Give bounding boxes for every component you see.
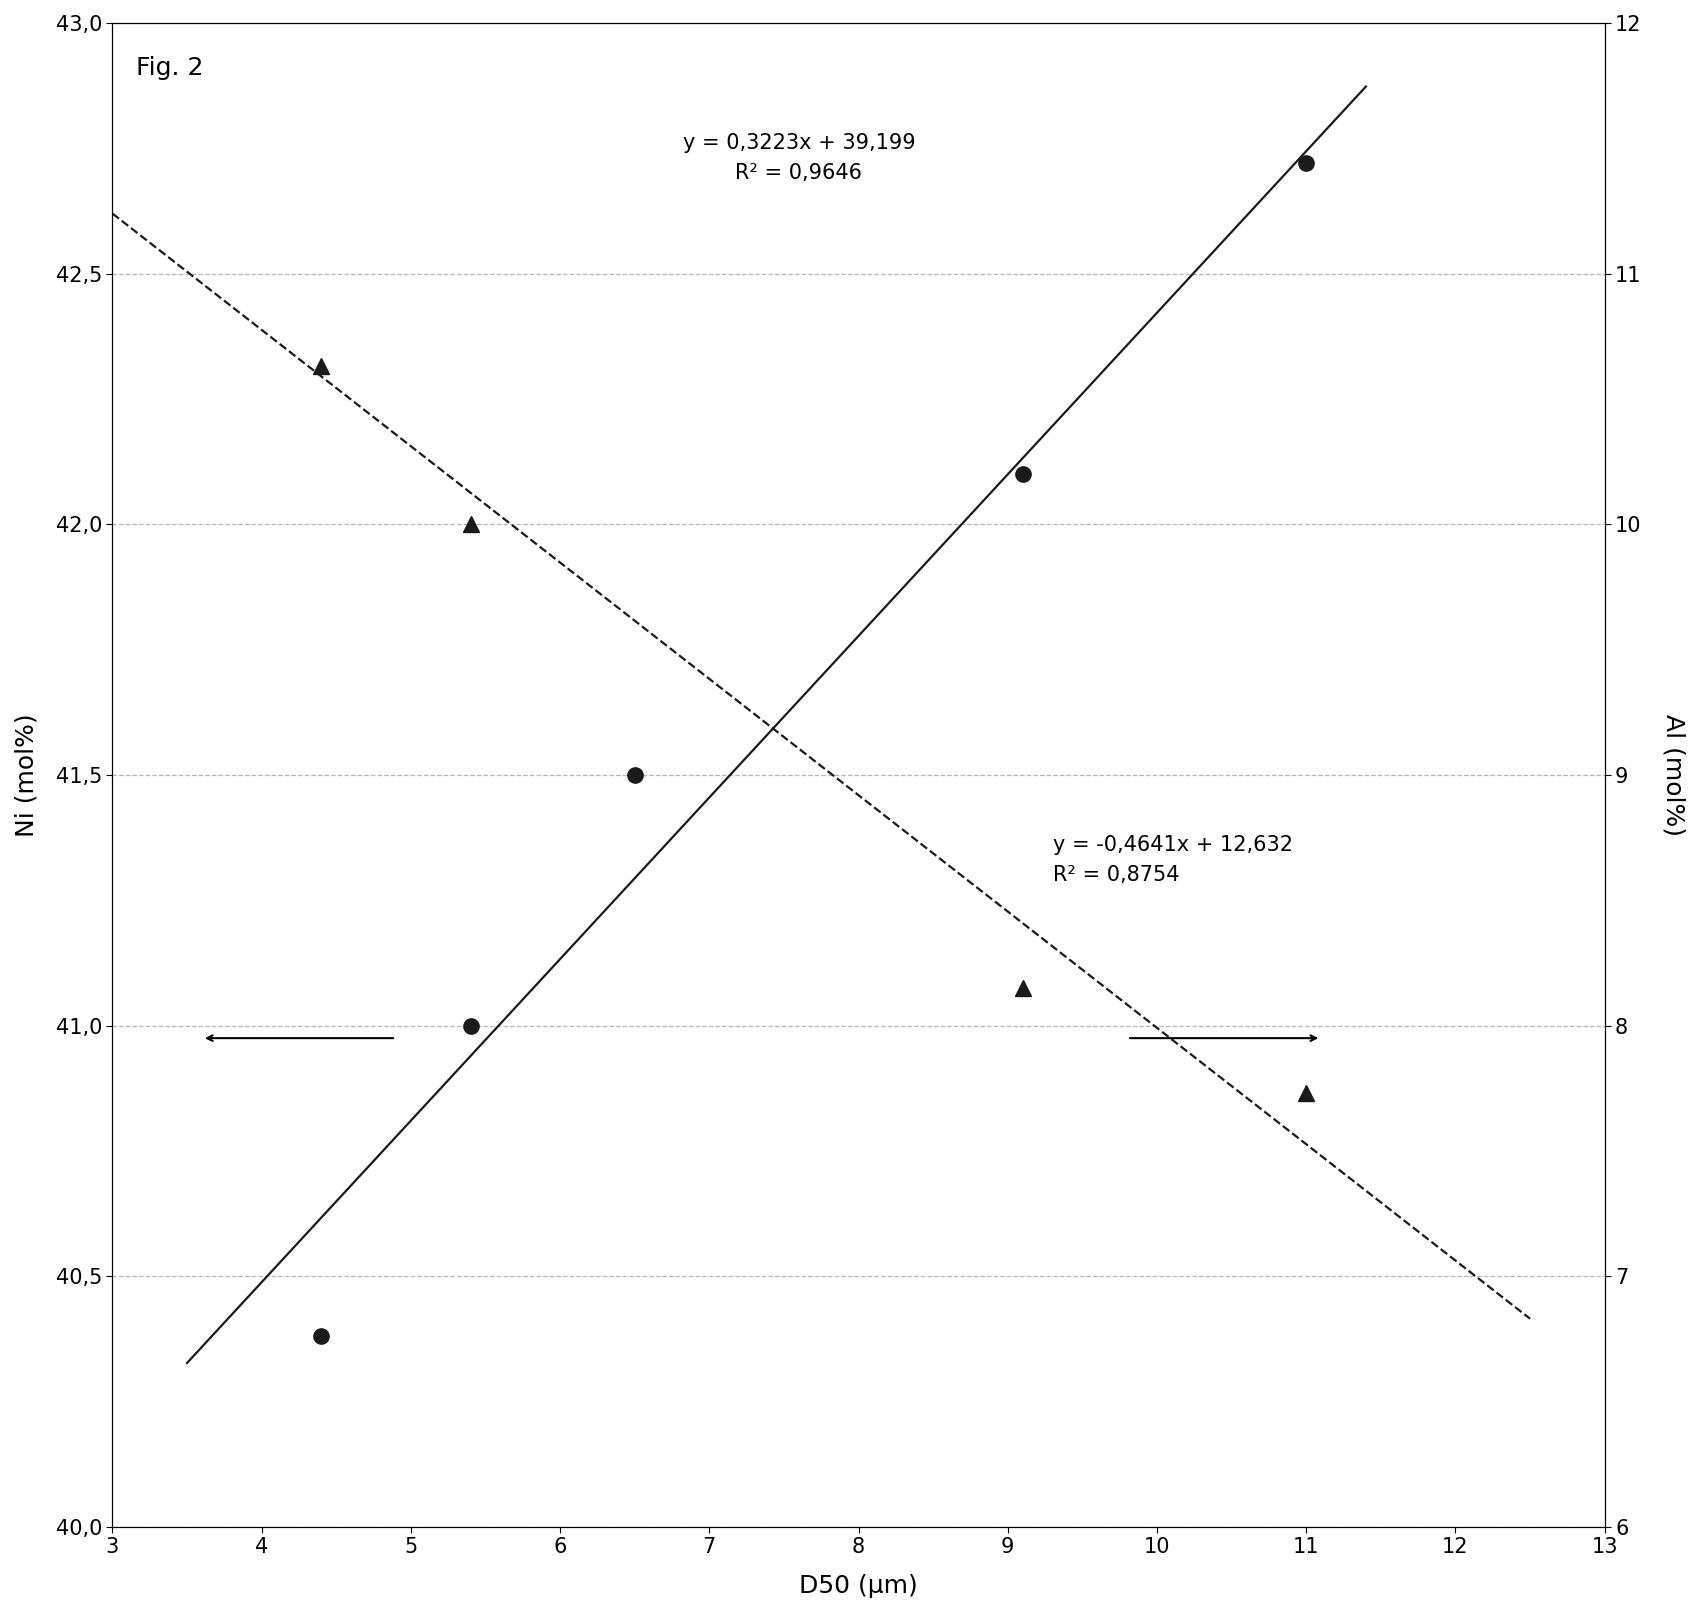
Y-axis label: Al (mol%): Al (mol%) [1661, 715, 1685, 836]
Text: Fig. 2: Fig. 2 [136, 56, 204, 81]
X-axis label: D50 (μm): D50 (μm) [799, 1574, 918, 1598]
Y-axis label: Ni (mol%): Ni (mol%) [15, 713, 39, 837]
Text: y = 0,3223x + 39,199
R² = 0,9646: y = 0,3223x + 39,199 R² = 0,9646 [682, 134, 915, 182]
Text: y = -0,4641x + 12,632
R² = 0,8754: y = -0,4641x + 12,632 R² = 0,8754 [1052, 836, 1292, 884]
